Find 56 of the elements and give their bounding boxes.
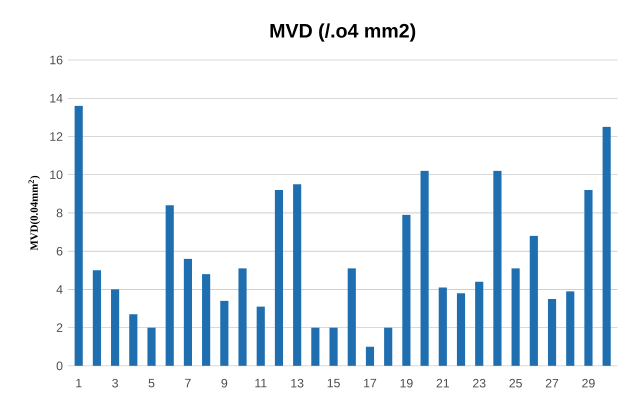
bar <box>92 270 101 366</box>
bar <box>512 268 520 366</box>
bar <box>366 346 374 366</box>
y-tick-label: 8 <box>56 208 62 218</box>
bar <box>166 205 174 366</box>
x-tick-label: 5 <box>148 378 154 388</box>
y-tick-label: 14 <box>50 94 63 102</box>
chart-title: MVD (/.o4 mm2) <box>270 23 416 42</box>
bar <box>311 328 320 366</box>
x-tick-label: 3 <box>112 378 118 388</box>
x-tick-label: 7 <box>185 378 191 388</box>
x-tick-label: 13 <box>291 378 304 388</box>
bar <box>129 314 138 366</box>
y-tick-label: 2 <box>56 323 62 332</box>
bar <box>184 258 192 366</box>
bar <box>348 268 356 366</box>
bar <box>256 306 265 366</box>
bar <box>566 291 574 366</box>
x-tick-label: 19 <box>400 378 413 388</box>
bar <box>293 184 302 366</box>
y-tick-label: 16 <box>50 56 62 64</box>
x-tick-label: 11 <box>255 378 267 388</box>
bar <box>402 214 410 366</box>
x-tick-label: 9 <box>222 378 228 388</box>
x-tick-label: 23 <box>473 378 486 388</box>
y-tick-label: 0 <box>56 361 62 370</box>
y-tick-label: 6 <box>56 246 62 256</box>
bar <box>384 328 392 366</box>
bar <box>202 274 210 366</box>
x-tick-label: 27 <box>546 378 558 388</box>
bar <box>456 293 466 366</box>
bar <box>111 289 120 366</box>
bar <box>274 190 284 366</box>
bar <box>493 170 502 366</box>
bar <box>584 190 593 366</box>
bar <box>74 106 83 366</box>
bar <box>238 268 247 366</box>
y-axis-title: MVD(0.04mm$^{2}$) <box>28 176 40 250</box>
y-tick-label: 10 <box>50 170 62 179</box>
x-tick-label: 29 <box>582 378 595 388</box>
y-tick-label: 4 <box>56 285 63 294</box>
bar <box>475 282 484 366</box>
bar <box>329 328 338 366</box>
x-tick-label: 25 <box>509 378 522 388</box>
x-tick-label: 17 <box>364 378 376 388</box>
bar <box>147 328 156 366</box>
x-tick-label: 1 <box>76 378 82 388</box>
bar <box>602 126 611 366</box>
x-tick-label: 15 <box>328 378 340 388</box>
x-tick-label: 21 <box>436 378 450 388</box>
bar <box>438 287 447 366</box>
bar <box>420 170 429 366</box>
y-tick-label: 12 <box>50 132 62 141</box>
bar <box>548 298 556 366</box>
bar <box>530 236 538 366</box>
bar <box>220 300 228 366</box>
